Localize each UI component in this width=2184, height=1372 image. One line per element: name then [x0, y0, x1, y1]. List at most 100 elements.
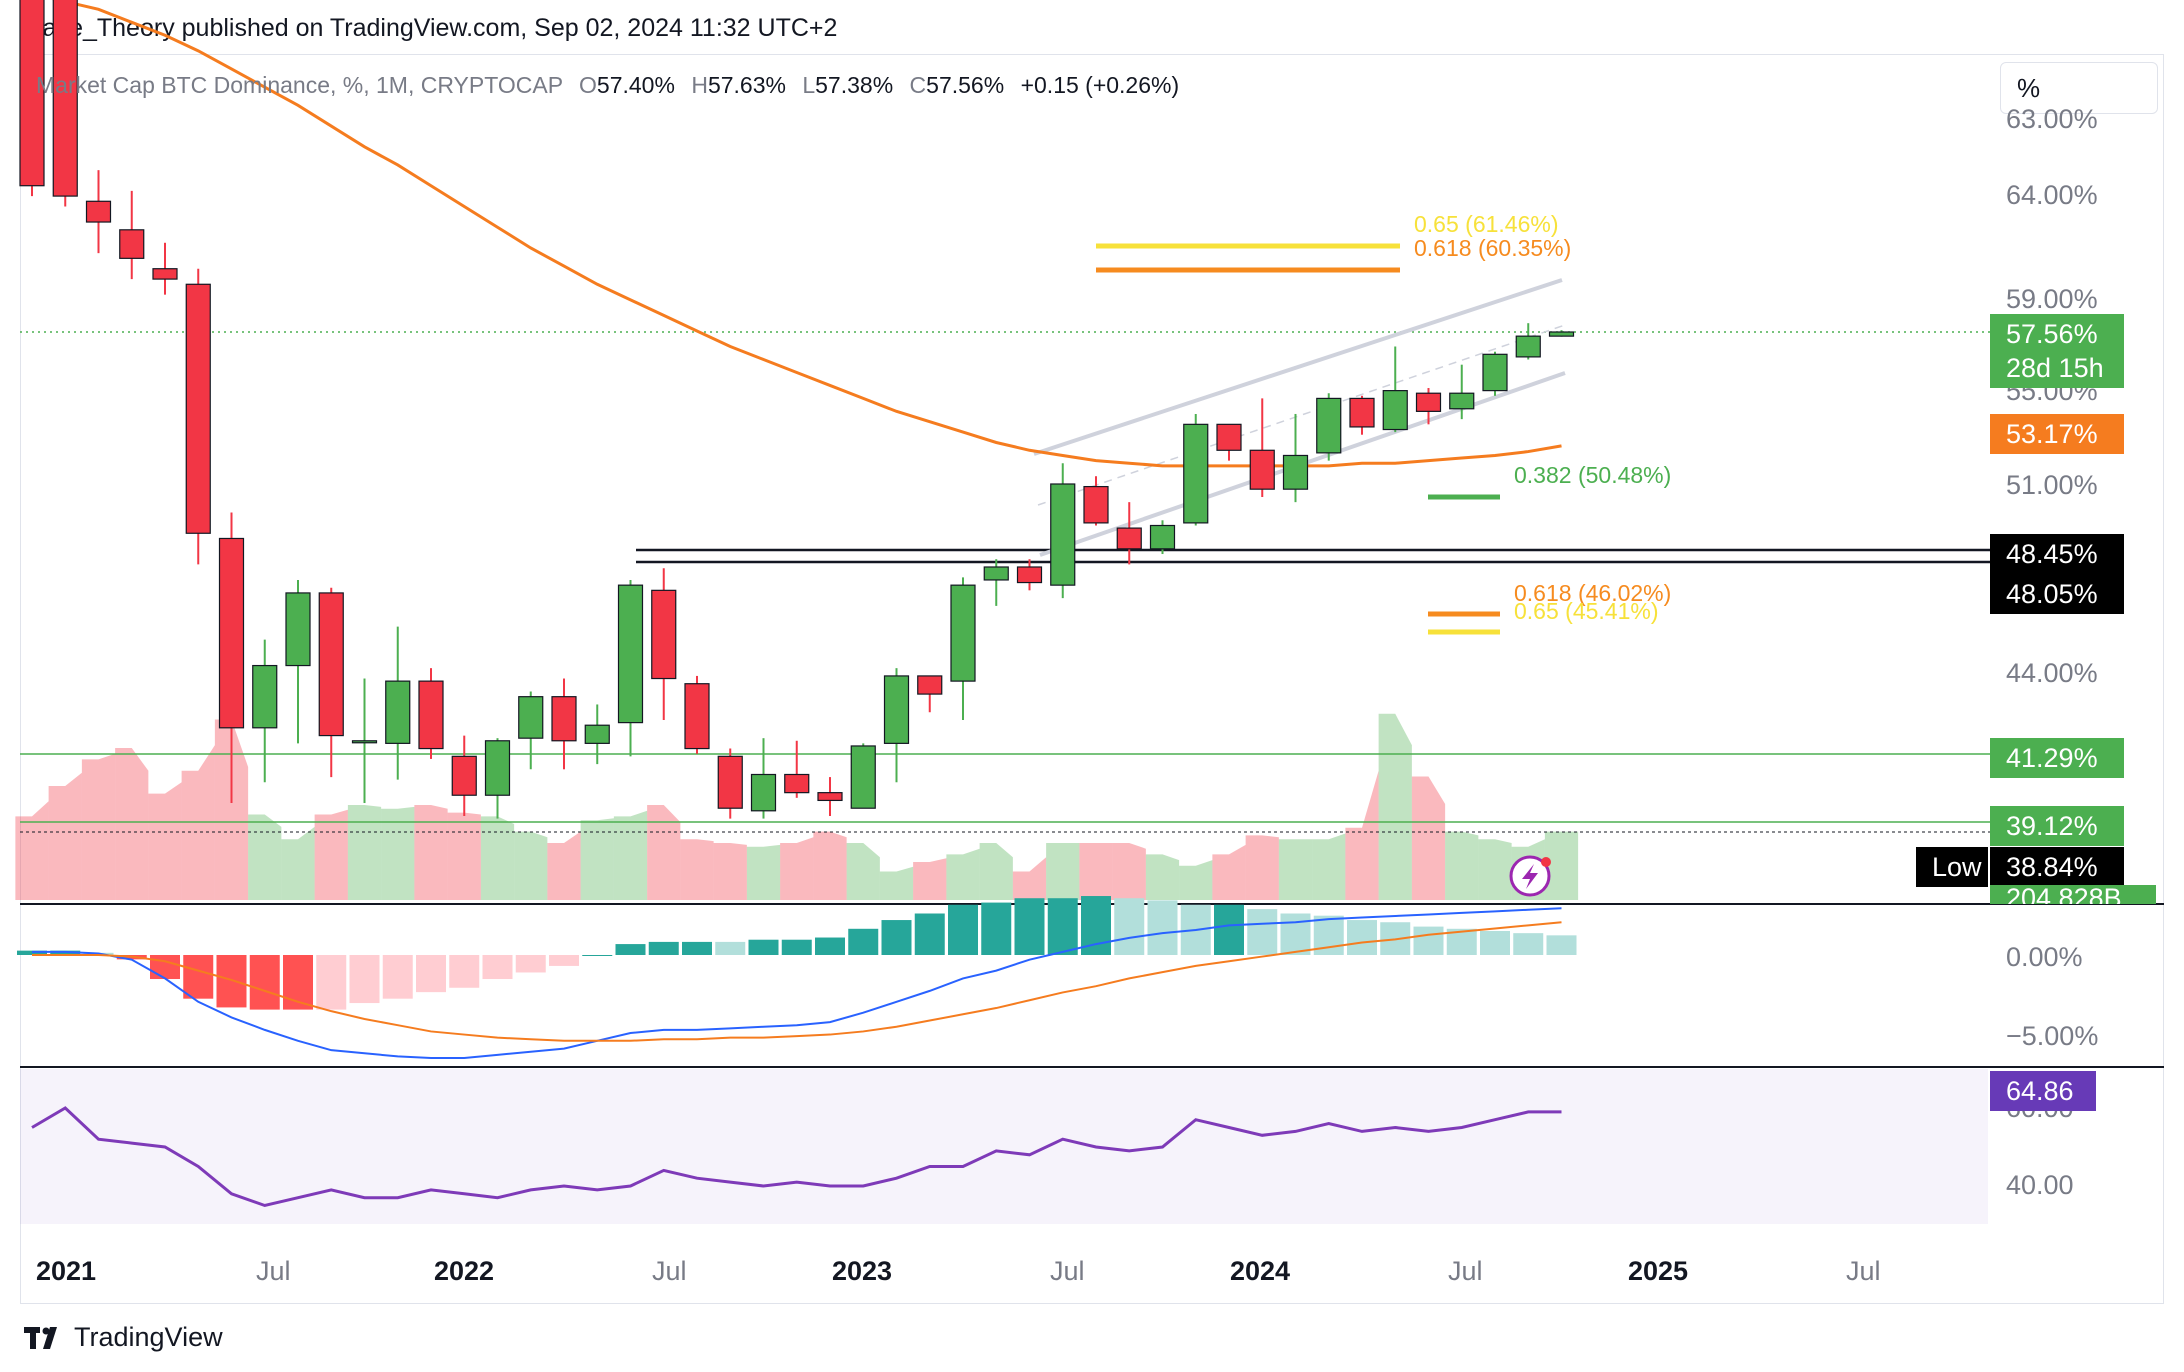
legend-low-key: L — [802, 72, 816, 98]
volume-segment — [680, 839, 714, 900]
volume-segment — [713, 843, 747, 900]
candles-layer — [19, 0, 1575, 819]
macd-histogram-bar — [848, 928, 879, 955]
time-axis-label: 2021 — [36, 1256, 97, 1286]
volume-segment — [1378, 713, 1412, 900]
macd-histogram-bar — [1114, 898, 1145, 955]
low-value-tag: 38.84% — [1990, 847, 2124, 887]
macd-histogram-bar — [815, 937, 845, 955]
volume-segment — [81, 753, 116, 900]
macd-histogram-bar — [1081, 896, 1111, 955]
macd-histogram-bar — [1280, 913, 1311, 955]
time-axis-label: 2024 — [1230, 1256, 1291, 1286]
candle-body — [19, 0, 45, 187]
volume-segment — [148, 782, 182, 900]
volume-segment — [613, 810, 648, 900]
macd-axis-label: −5.00% — [2006, 1021, 2099, 1051]
volume-segment — [1145, 854, 1180, 900]
volume-segment — [979, 843, 1013, 900]
percent-scale-button[interactable]: % — [2000, 62, 2158, 114]
volume-tag: 204.828B — [1990, 885, 2156, 904]
volume-segment — [946, 848, 980, 900]
candle-body — [318, 592, 344, 737]
macd-histogram-bar — [150, 955, 180, 980]
volume-segment — [1245, 835, 1279, 900]
legend-high-key: H — [691, 72, 708, 98]
macd-histogram-bar — [349, 955, 380, 1004]
legend-close-key: C — [909, 72, 927, 98]
candle-body — [285, 592, 311, 667]
volume-segment — [1212, 844, 1246, 900]
volume-segment — [1544, 831, 1579, 900]
macd-histogram-bar — [216, 955, 247, 1008]
volume-segment — [480, 816, 515, 900]
candle-body — [1083, 485, 1109, 524]
fib-0382-label: 0.382 (50.48%) — [1514, 462, 1671, 488]
macd-histogram-bar — [948, 904, 978, 955]
candle-body — [917, 675, 943, 695]
trend-channel — [1033, 278, 1566, 557]
volume-segment — [1046, 843, 1080, 900]
macd-histogram-bar — [582, 955, 613, 956]
macd-histogram-bar — [1247, 909, 1278, 955]
volume-segment — [647, 805, 681, 900]
candle-body — [784, 773, 810, 794]
volume-segment — [214, 719, 249, 900]
time-axis-label: Jul — [1448, 1256, 1483, 1286]
time-axis-label: Jul — [652, 1256, 687, 1286]
rsi-layer — [31, 1106, 1562, 1208]
series-legend: Market Cap BTC Dominance, %, 1M, CRYPTOC… — [36, 72, 1179, 99]
candle-body — [551, 696, 577, 742]
volume-layer — [15, 713, 1579, 900]
candle-body — [1449, 392, 1475, 410]
tradingview-logo[interactable]: TradingView — [24, 1322, 223, 1353]
support-tag-2: 39.12% — [1990, 806, 2124, 846]
rsi-line — [31, 1106, 1562, 1208]
volume-segment — [547, 831, 581, 900]
legend-close: 57.56% — [926, 72, 1005, 98]
volume-segment — [813, 831, 847, 900]
macd-histogram-bar — [1147, 900, 1178, 955]
tradingview-logo-icon — [24, 1326, 57, 1349]
macd-histogram-bar — [1214, 904, 1244, 955]
candle-body — [52, 0, 78, 197]
chart-frame — [20, 54, 2164, 1304]
volume-segment — [1345, 770, 1379, 900]
macd-histogram-bar — [416, 955, 446, 993]
time-axis-label: Jul — [1846, 1256, 1881, 1286]
legend-low: 57.38% — [815, 72, 894, 98]
price-axis-label: 63.00% — [2006, 104, 2098, 134]
candle-body — [750, 773, 777, 812]
volume-segment — [580, 818, 614, 900]
macd-histogram-bar — [249, 955, 280, 1010]
candle-body — [617, 584, 644, 724]
price-axis-label: 51.00% — [2006, 470, 2098, 500]
macd-histogram-bar — [715, 941, 746, 955]
ma-value-tag: 53.17% — [1990, 414, 2124, 454]
price-axis-label: 59.00% — [2006, 284, 2098, 314]
time-axis-label: Jul — [1050, 1256, 1085, 1286]
volume-segment — [1312, 833, 1346, 900]
price-axis-label: 64.00% — [2006, 180, 2098, 210]
volume-segment — [1478, 839, 1512, 900]
candle-body — [1050, 483, 1076, 586]
horizontal-levels — [20, 331, 1990, 833]
fib-levels: 0.65 (61.46%) 0.618 (60.35%) 0.382 (50.4… — [1096, 211, 1671, 635]
lightning-icon[interactable] — [1509, 855, 1551, 897]
macd-histogram-bar — [382, 955, 413, 999]
rsi-value-tag: 64.86 — [1990, 1071, 2096, 1111]
resistance-tag-2: 48.05% — [1990, 574, 2124, 614]
macd-histogram-bar — [482, 955, 513, 980]
candle-body — [1415, 392, 1442, 412]
macd-histogram-bar — [549, 955, 579, 966]
macd-layer — [17, 896, 1577, 1059]
candle-body — [185, 283, 211, 534]
candle-body — [119, 229, 145, 259]
volume-segment — [1012, 857, 1047, 900]
signal-line — [32, 921, 1562, 1042]
candle-body — [451, 755, 477, 796]
channel-upper — [1033, 278, 1563, 456]
rsi-axis-label: 40.00 — [2006, 1170, 2074, 1200]
volume-segment — [1112, 843, 1146, 900]
